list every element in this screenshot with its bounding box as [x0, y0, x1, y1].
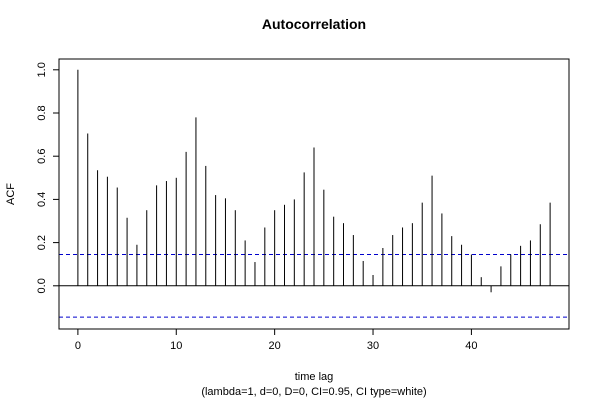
y-tick-label-2: 0.4 [36, 192, 48, 207]
x-tick-label-0: 0 [75, 340, 81, 352]
x-tick-label-30: 30 [367, 340, 379, 352]
plot-area [59, 69, 569, 318]
y-tick-label-3: 0.6 [36, 149, 48, 164]
y-axis-label: ACF [5, 183, 17, 205]
x-axis-label: time lag [295, 371, 334, 383]
x-axis: 0 10 20 30 40 [75, 328, 478, 352]
x-tick-label-40: 40 [465, 340, 477, 352]
y-tick-label-1: 0.2 [36, 235, 48, 250]
y-tick-label-5: 1.0 [36, 62, 48, 77]
y-tick-label-0: 0.0 [36, 278, 48, 293]
chart-subtitle: (lambda=1, d=0, D=0, CI=0.95, CI type=wh… [201, 386, 426, 398]
y-axis: 0.0 0.2 0.4 0.6 0.8 1.0 [36, 62, 60, 293]
x-tick-label-20: 20 [269, 340, 281, 352]
chart-title: Autocorrelation [262, 16, 366, 32]
y-tick-label-4: 0.8 [36, 105, 48, 120]
x-tick-label-10: 10 [170, 340, 182, 352]
